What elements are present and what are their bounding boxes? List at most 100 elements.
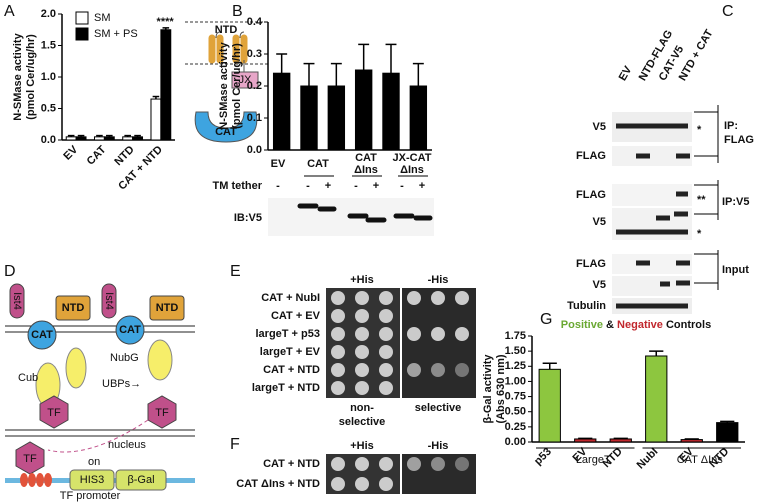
panel-letter: C [722,3,734,20]
panel-b-table: EV CAT CAT ΔIns JX-CAT ΔIns TM tether - … [213,152,434,236]
tf-label: TF [47,407,61,419]
yeast-spot [431,327,445,341]
row-label: CAT + NubI [261,292,320,304]
bar [93,136,105,141]
plate-label: non- [350,402,374,414]
nucleus-label: nucleus [108,439,146,451]
bar [103,136,115,141]
bar [150,98,162,141]
yeast-spot [455,457,469,471]
site [28,473,36,487]
jx-label: JX [239,74,253,86]
cat-label: CAT [215,126,237,138]
sign: - [306,180,310,192]
legend-swatch [75,27,89,41]
y-tick-label: 1.5 [41,39,56,51]
sign: + [325,180,331,192]
bar [382,72,400,151]
panel-d: Ist4 Ist4 NTD NTD CAT CAT NubG Cub UBPs→… [5,283,195,502]
bar [122,136,134,141]
y-tick-label: 1.0 [41,71,56,83]
yeast-spot [331,291,345,305]
plate [326,288,400,398]
panel-letter: D [4,263,16,280]
cat-label: CAT [31,329,53,341]
panel-c: EV NTD-FLAG CAT-V5 NTD + CAT V5 FLAG FLA… [567,27,754,314]
group-label: JX-CAT [393,152,432,164]
bgal-box [115,469,167,491]
y-tick-label: 0.25 [505,421,526,433]
row-label: FLAG [576,189,606,201]
yeast-spot [331,457,345,471]
y-tick-label: 0.3 [247,48,262,60]
blot-label: IB:V5 [234,212,262,224]
ntd-box [149,295,185,321]
yeast-spot [379,457,393,471]
his3-label: HIS3 [80,474,104,486]
lane-label: EV [617,64,635,83]
row-label: CAT + NTD [263,458,320,470]
row-label: FLAG [576,258,606,270]
bar [680,439,703,443]
blot-bands [297,203,433,223]
yeast-spot [331,363,345,377]
yeast-spot [431,363,445,377]
bar [538,368,561,443]
row-label: largeT + p53 [255,328,320,340]
ubps-label: UBPs→ [102,378,141,390]
helices [208,34,248,64]
site [36,473,44,487]
ntd-label: NTD [62,302,85,314]
column-label: +His [350,274,374,286]
bar [354,69,373,151]
group-label: ΔIns [400,164,424,176]
yeast-spot [331,327,345,341]
row-label: V5 [593,216,606,228]
yeast-panels: +His -His CAT + NubI CAT + EV largeT + p… [236,274,476,494]
blot [612,254,692,274]
x-tick-label: NubI [635,446,661,472]
yeast-spot [355,327,369,341]
row-label: CAT ΔIns + NTD [236,478,320,490]
y-axis-label: (pmol Cer/ug/hr) [231,43,243,129]
yeast-spot [355,457,369,471]
row-label: largeT + NTD [252,382,320,394]
yeast-spot [355,363,369,377]
cat-circle [115,315,145,345]
bar [327,85,346,151]
bar [574,438,597,443]
plate-label: selective [339,416,385,428]
y-axis-label: β-Gal activity [482,354,494,424]
bar [609,438,632,443]
yeast-spot [431,291,445,305]
cat-circle [27,320,57,350]
group-label: CAT [355,152,377,164]
bar [65,136,77,141]
plate [402,288,476,398]
legend-swatch [75,11,89,25]
y-tick-label: 2.0 [41,8,56,20]
x-tick-label: EV [61,143,80,162]
legend-label: SM + PS [94,28,138,40]
row-label: largeT + EV [260,346,321,358]
yeast-spot [355,381,369,395]
yeast-spot [407,327,421,341]
chart-title: Positive & Negative Controls [561,319,711,331]
title-part: Controls [666,319,711,331]
yeast-spot [355,345,369,359]
cat-shape [194,111,258,143]
column-label: -His [428,440,449,452]
ntd-diagram: NTD JX CAT [185,21,268,143]
row-label: CAT + EV [271,310,321,322]
on-label: on [88,456,100,468]
group-label: ΔIns [354,164,378,176]
bar [409,85,428,151]
ntd-label: NTD [156,302,179,314]
y-tick-label: 0.5 [41,102,56,114]
blot [612,276,692,296]
title-part: & [606,319,614,331]
x-tick-label: NTD [112,144,137,169]
yeast-spot [379,309,393,323]
star: * [697,228,702,240]
